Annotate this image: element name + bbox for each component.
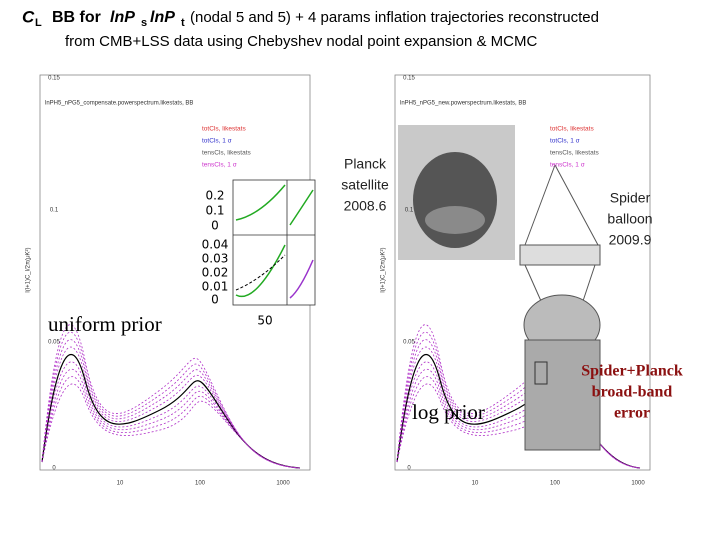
legend-entry: tensCls, likestats xyxy=(550,150,600,157)
inset-tick-label: 0.2 xyxy=(205,189,224,203)
legend-entry: tensCls, 1 σ xyxy=(550,162,585,169)
inset-tick-label: 0.04 xyxy=(202,238,229,252)
title-text: BB for xyxy=(52,9,101,26)
inset-tick-label: 0.02 xyxy=(202,266,229,280)
spider-planck-label: Spider+Planck xyxy=(581,363,683,380)
inset xyxy=(232,179,316,306)
spider-planck-label: broad-band xyxy=(592,384,673,401)
inset-tick-label: 0 xyxy=(211,293,219,307)
prior-label: log prior xyxy=(412,400,485,424)
inset-tick-label: 0.03 xyxy=(202,252,229,266)
spider-label: 2009.9 xyxy=(609,232,652,248)
inset-tick-label: 0.1 xyxy=(205,204,224,218)
y-tick-label: 0 xyxy=(52,466,56,472)
prior-label: uniform prior xyxy=(48,312,162,336)
legend-entry: totCls, likestats xyxy=(202,126,246,133)
x-tick-label: 100 xyxy=(550,481,561,487)
x-tick-label: 10 xyxy=(117,481,124,487)
title-lnps-sub: s xyxy=(141,17,147,29)
right-plot-frame xyxy=(394,74,651,471)
inset-tick-label: 0.01 xyxy=(202,280,229,294)
curve xyxy=(41,383,301,469)
y-axis-label: l(l+1)C_l/2π(μK²) xyxy=(26,247,32,292)
y-tick-label: 0.05 xyxy=(48,340,60,346)
y-tick-label: 0 xyxy=(407,466,411,472)
curve xyxy=(396,376,641,469)
legend-entry: totCls, 1 σ xyxy=(202,138,232,145)
x-tick-label: 10 xyxy=(472,481,479,487)
x-tick-label: 1000 xyxy=(276,481,290,487)
panel-header: lnPH5_nPG5_new.powerspectrum.likestats, … xyxy=(400,101,526,107)
spider-label: Spider xyxy=(610,190,651,206)
y-axis-label: l(l+1)C_l/2π(μK²) xyxy=(381,247,387,292)
x-tick-label: 1000 xyxy=(631,481,645,487)
planck-photo xyxy=(425,206,485,234)
panel-header: lnPH5_nPG5_compensate.powerspectrum.like… xyxy=(45,101,193,107)
legend-entry: totCls, likestats xyxy=(550,126,594,133)
curve xyxy=(41,361,301,469)
y-tick-label: 0.05 xyxy=(403,340,415,346)
inset-tick-label: 0 xyxy=(211,219,219,233)
title-lnpt: lnP xyxy=(150,9,175,26)
curve xyxy=(41,331,301,469)
title-line2: from CMB+LSS data using Chebyshev nodal … xyxy=(65,33,537,50)
curve xyxy=(41,376,301,469)
title-lnps: lnP xyxy=(110,9,135,26)
legend-entry: tensCls, likestats xyxy=(202,150,252,157)
spider-label: balloon xyxy=(607,211,652,227)
planck-label: 2008.6 xyxy=(344,198,387,214)
curve xyxy=(41,324,301,469)
title-symbol: C xyxy=(22,7,35,26)
y-tick-label: 0.1 xyxy=(405,208,414,214)
curve xyxy=(41,339,301,469)
planck-label: satellite xyxy=(341,177,389,193)
y-tick-label: 0.1 xyxy=(50,208,59,214)
x-tick-label: 100 xyxy=(195,481,206,487)
legend-entry: totCls, 1 σ xyxy=(550,138,580,145)
y-tick-label: 0.15 xyxy=(48,76,60,82)
curve xyxy=(41,368,301,469)
curves xyxy=(41,324,641,469)
inset-tick-label: 50 xyxy=(257,314,272,328)
title-text: (nodal 5 and 5) + 4 params inflation tra… xyxy=(190,9,599,26)
title-symbol-sub: L xyxy=(35,17,42,29)
curve xyxy=(396,361,641,469)
legend-entry: tensCls, 1 σ xyxy=(202,162,237,169)
title-lnpt-sub: t xyxy=(181,17,185,29)
spider-photo xyxy=(519,164,601,451)
y-tick-label: 0.15 xyxy=(403,76,415,82)
spider-planck-label: error xyxy=(614,405,650,422)
curve xyxy=(396,368,641,469)
planck-label: Planck xyxy=(344,156,387,172)
glyph-box xyxy=(534,361,548,385)
